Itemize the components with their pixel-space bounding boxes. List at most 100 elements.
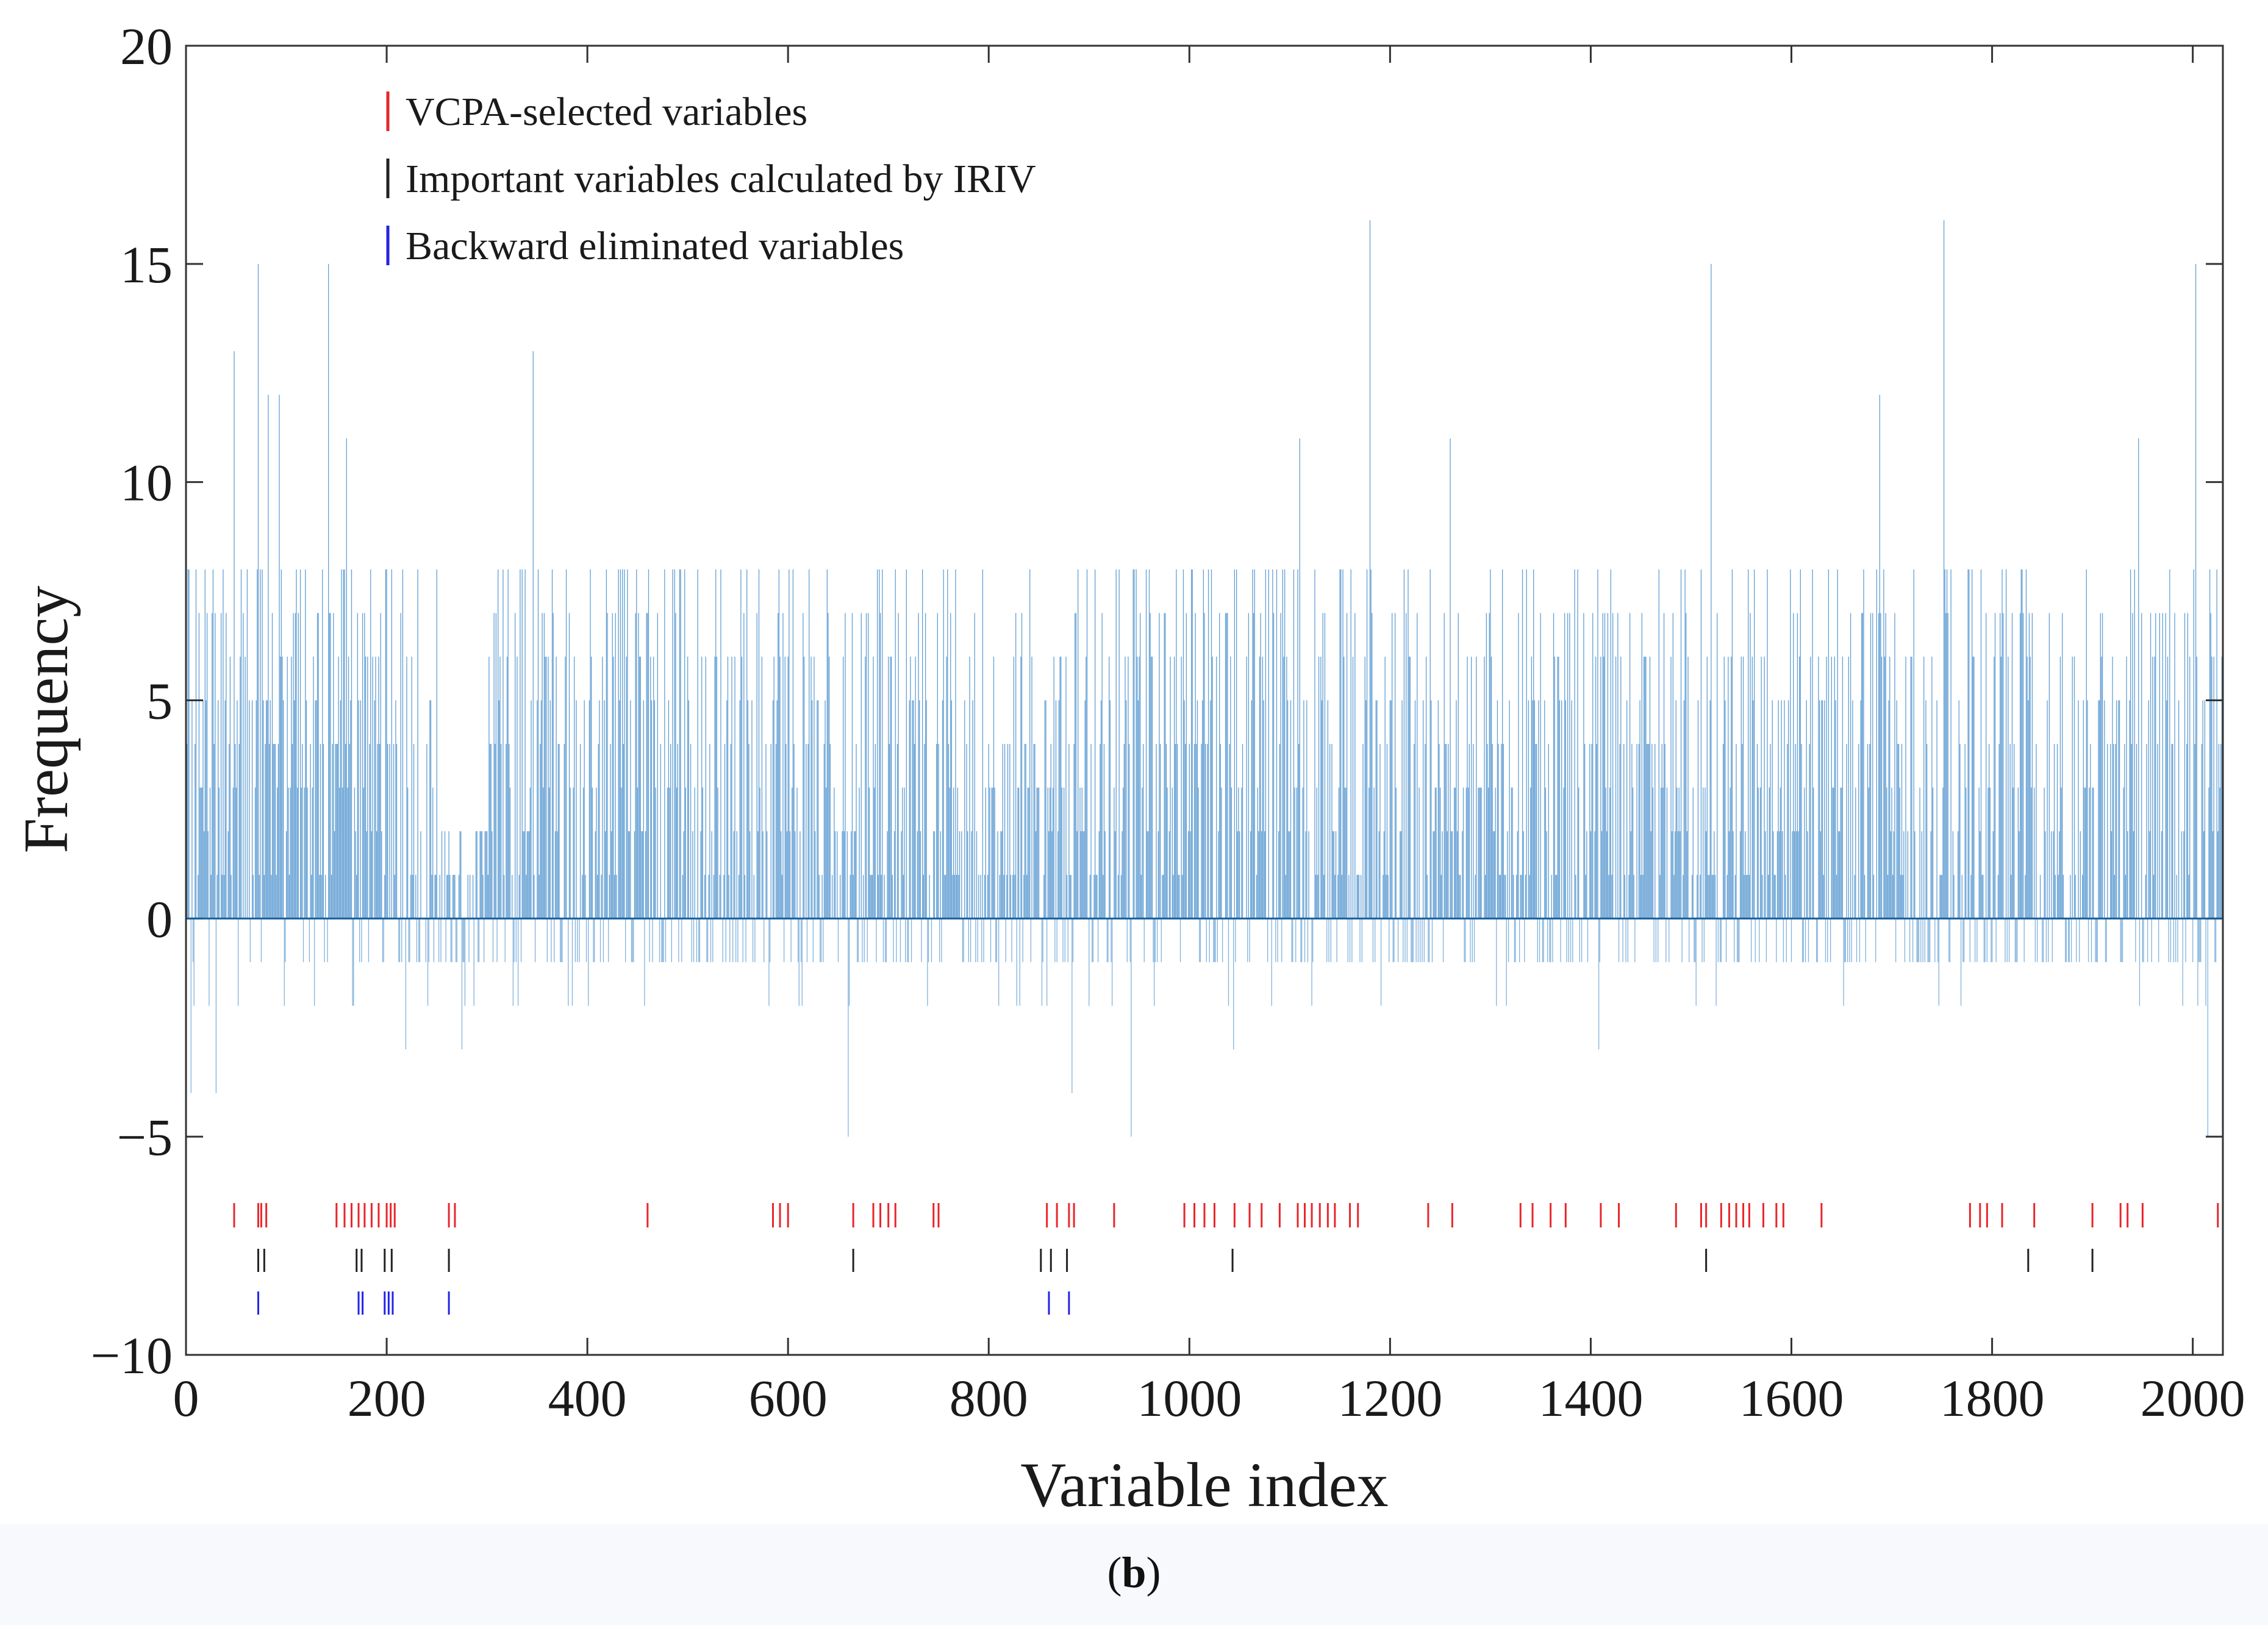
frequency-bar xyxy=(232,787,234,919)
frequency-bar xyxy=(1844,918,1845,962)
frequency-bar xyxy=(426,744,427,919)
frequency-bar xyxy=(1563,787,1564,919)
frequency-bar xyxy=(1728,831,1730,919)
frequency-bar xyxy=(315,700,316,919)
frequency-bar xyxy=(628,831,629,919)
frequency-bar xyxy=(1462,787,1464,919)
frequency-bar xyxy=(645,831,646,919)
frequency-bar xyxy=(1268,569,1269,919)
frequency-bar xyxy=(2009,744,2011,919)
y-tick-label: 0 xyxy=(146,890,173,948)
frequency-bar xyxy=(1817,918,1818,962)
frequency-bar xyxy=(2142,918,2144,962)
frequency-bar xyxy=(1662,787,1664,919)
frequency-bar xyxy=(1301,918,1303,962)
x-tick-label: 2000 xyxy=(2141,1369,2245,1427)
frequency-bar xyxy=(1848,656,1849,919)
frequency-bar xyxy=(1303,700,1304,919)
frequency-bar xyxy=(270,700,271,919)
frequency-bar xyxy=(413,744,415,919)
frequency-bar xyxy=(358,700,359,919)
frequency-bar xyxy=(987,874,989,919)
frequency-bar xyxy=(1756,744,1758,919)
frequency-bar xyxy=(2031,613,2033,919)
frequency-bar xyxy=(546,918,548,962)
frequency-bar xyxy=(372,656,373,919)
frequency-bar xyxy=(1129,918,1131,962)
frequency-bar xyxy=(2130,569,2131,919)
frequency-bar xyxy=(961,831,962,919)
frequency-bar xyxy=(2118,700,2119,919)
frequency-bar xyxy=(1306,700,1307,919)
frequency-bar xyxy=(446,874,448,919)
frequency-bar xyxy=(337,744,338,919)
frequency-bar xyxy=(335,744,336,919)
frequency-bar xyxy=(1772,700,1773,919)
frequency-bar xyxy=(429,700,431,919)
frequency-bar xyxy=(1744,874,1745,919)
frequency-bar xyxy=(1720,918,1722,962)
frequency-bar xyxy=(724,744,726,919)
frequency-bar xyxy=(947,569,948,919)
frequency-bar xyxy=(1029,569,1031,919)
frequency-bar xyxy=(281,569,282,919)
frequency-bar xyxy=(745,918,746,962)
frequency-bar xyxy=(2087,918,2089,962)
frequency-bar xyxy=(330,613,331,919)
frequency-bar xyxy=(821,874,823,919)
frequency-bar xyxy=(2027,656,2028,919)
frequency-bar xyxy=(692,831,693,919)
frequency-bar xyxy=(1639,700,1640,919)
frequency-bar xyxy=(826,569,828,919)
frequency-bar xyxy=(1839,831,1841,919)
frequency-bar xyxy=(779,656,781,919)
frequency-bar xyxy=(936,744,937,919)
frequency-bar xyxy=(1018,787,1020,919)
frequency-bar xyxy=(993,656,995,919)
frequency-bar xyxy=(620,569,621,919)
frequency-bar xyxy=(878,874,879,919)
frequency-bar xyxy=(218,787,220,919)
frequency-bar xyxy=(998,918,1000,1006)
frequency-bar xyxy=(2147,918,2148,962)
frequency-bar xyxy=(785,744,787,919)
frequency-bar xyxy=(1620,656,1622,919)
frequency-bar xyxy=(1496,918,1497,1006)
frequency-bar xyxy=(1779,831,1780,919)
frequency-bar xyxy=(1859,918,1861,962)
frequency-bar xyxy=(1748,874,1750,919)
frequency-bar xyxy=(1168,831,1170,919)
frequency-bar xyxy=(913,700,914,919)
frequency-bar xyxy=(1370,569,1372,919)
frequency-bar xyxy=(2202,700,2203,919)
frequency-bar xyxy=(1737,918,1739,962)
frequency-bar xyxy=(1249,918,1250,962)
frequency-bar xyxy=(1665,918,1667,962)
frequency-bar xyxy=(1162,874,1164,919)
frequency-bar xyxy=(334,831,335,919)
frequency-bar xyxy=(1937,918,1939,962)
frequency-bar xyxy=(948,744,950,919)
frequency-bar xyxy=(339,787,340,919)
frequency-bar xyxy=(1799,656,1800,919)
x-axis-label: Variable index xyxy=(1020,1450,1389,1520)
frequency-bar xyxy=(1976,918,1978,962)
frequency-bar xyxy=(710,918,712,962)
frequency-bar xyxy=(554,831,556,919)
plot-frame xyxy=(185,45,2224,1356)
frequency-bar xyxy=(1524,918,1525,962)
frequency-bar xyxy=(613,656,614,919)
frequency-bar xyxy=(606,569,607,919)
frequency-bar xyxy=(1745,874,1747,919)
frequency-bar xyxy=(1548,744,1549,919)
frequency-bar xyxy=(1928,918,1930,962)
frequency-bar xyxy=(1843,918,1844,1006)
frequency-bar xyxy=(812,918,814,962)
frequency-bar xyxy=(801,918,803,1006)
frequency-bar xyxy=(895,569,896,919)
frequency-bar xyxy=(591,656,592,919)
frequency-bar xyxy=(570,787,571,919)
frequency-bar xyxy=(1608,874,1609,919)
frequency-bar xyxy=(1731,569,1733,919)
frequency-bar xyxy=(1109,700,1111,919)
